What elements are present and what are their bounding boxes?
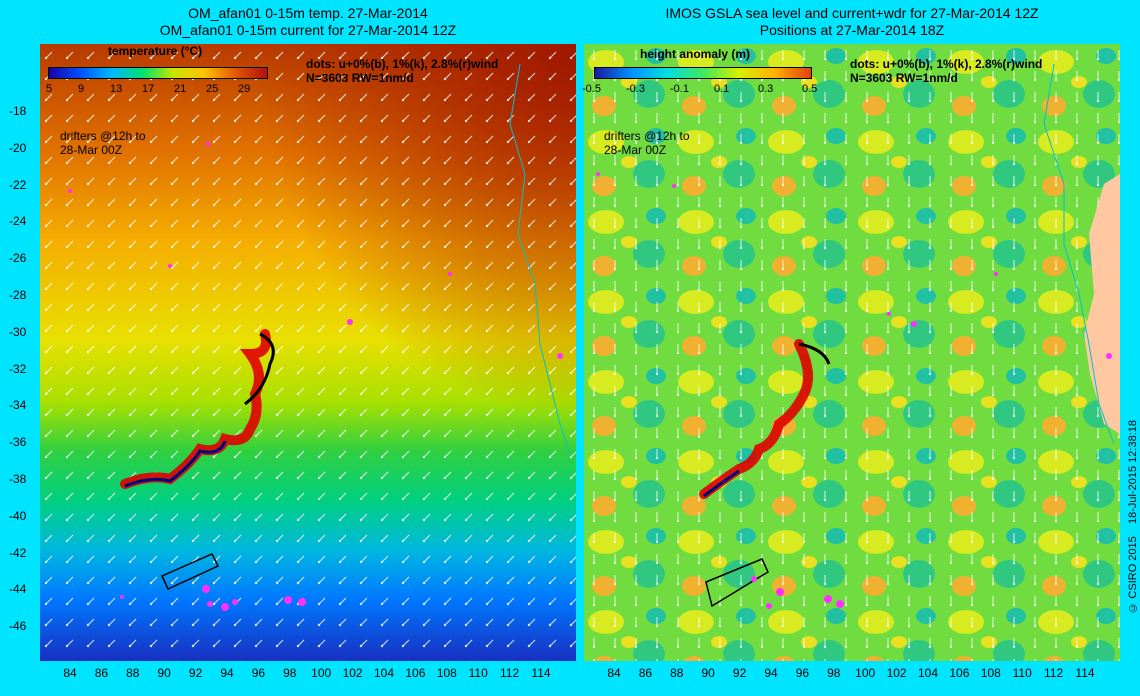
right-lon-tick-label: 100 <box>855 666 876 680</box>
lat-tick-label: -36 <box>9 435 27 450</box>
right-lon-tick-label: 112 <box>1044 666 1064 680</box>
left-lon-tick-label: 108 <box>436 666 457 680</box>
lat-tick-label: -44 <box>9 582 27 597</box>
right-lon-tick-label: 84 <box>607 666 621 680</box>
right-title: IMOS GSLA sea level and current+wdr for … <box>584 5 1120 39</box>
left-colorbar-tick: 9 <box>78 83 85 95</box>
right-dots-note-line2: N=3603 RW=1nm/d <box>850 71 958 85</box>
right-drifters-line2: 28-Mar 00Z <box>604 143 667 157</box>
left-lon-tick-label: 96 <box>251 666 266 680</box>
left-lon-tick-label: 102 <box>342 666 363 680</box>
left-drifters-line2: 28-Mar 00Z <box>60 143 123 157</box>
left-colorbar-tick: 5 <box>46 83 53 95</box>
lat-tick-label: -18 <box>9 104 27 118</box>
drifter-track-right <box>699 339 813 499</box>
left-lon-tick-label: 86 <box>94 666 109 680</box>
right-lon-tick-label: 98 <box>827 666 841 680</box>
left-lon-tick-label: 104 <box>373 666 395 680</box>
left-colorbar-label: temperature (°C) <box>108 44 203 58</box>
right-colorbar-tick: 0.1 <box>714 83 730 95</box>
right-colorbar <box>594 67 812 79</box>
lat-tick-label: -40 <box>9 508 27 523</box>
lat-tick-label: -42 <box>9 545 27 560</box>
left-colorbar-tick: 21 <box>174 83 187 95</box>
right-drifters-note: drifters @12h to 28-Mar 00Z <box>604 129 690 157</box>
right-drifters-line1: drifters @12h to <box>604 129 690 143</box>
right-colorbar-tick: -0.1 <box>670 83 689 95</box>
search-box-right <box>705 558 769 608</box>
right-lon-tick-label: 86 <box>638 666 653 680</box>
right-map-sea-level <box>584 44 1120 661</box>
right-lon-tick-label: 90 <box>701 666 715 680</box>
left-lon-tick-label: 84 <box>63 666 77 680</box>
right-lon-tick-label: 94 <box>764 666 778 680</box>
right-title-line1: IMOS GSLA sea level and current+wdr for … <box>665 5 1039 21</box>
right-lon-tick-label: 108 <box>980 666 1001 680</box>
right-lon-tick-label: 92 <box>732 666 747 680</box>
drifter-dot <box>202 585 210 593</box>
left-colorbar-tick: 29 <box>238 83 251 95</box>
right-lon-tick-label: 104 <box>917 666 939 680</box>
lat-tick-label: -38 <box>9 472 27 486</box>
right-lon-tick-label: 102 <box>886 666 907 680</box>
left-drifters-line1: drifters @12h to <box>60 129 146 143</box>
left-drifters-note: drifters @12h to 28-Mar 00Z <box>60 129 146 157</box>
left-dots-note-line1: dots: u+0%(b), 1%(k), 2.8%(r)wind <box>306 57 499 71</box>
left-lon-tick-label: 98 <box>283 666 297 680</box>
left-lon-tick-label: 90 <box>157 666 171 680</box>
left-lon-tick-label: 112 <box>500 666 520 680</box>
left-colorbar-tick: 25 <box>206 83 219 95</box>
left-map-temperature <box>40 44 576 661</box>
lat-tick-label: -20 <box>9 140 27 155</box>
right-lon-tick-label: 114 <box>1075 666 1095 680</box>
current-vectors <box>584 44 1120 661</box>
left-lon-tick-label: 88 <box>126 666 140 680</box>
right-lon-tick-label: 96 <box>795 666 810 680</box>
right-lon-tick-label: 106 <box>949 666 970 680</box>
left-lon-tick-label: 100 <box>311 666 332 680</box>
right-colorbar-tick: 0.5 <box>802 83 818 95</box>
left-lon-tick-label: 92 <box>188 666 203 680</box>
left-lon-tick-label: 110 <box>468 666 488 680</box>
right-colorbar-tick: -0.3 <box>626 83 645 95</box>
left-colorbar-tick: 17 <box>142 83 155 95</box>
coastline <box>509 63 571 455</box>
left-lon-tick-label: 106 <box>405 666 426 680</box>
lat-tick-label: -46 <box>9 619 27 634</box>
right-dots-note: dots: u+0%(b), 1%(k), 2.8%(r)wind N=3603… <box>850 57 1042 85</box>
copyright-credit: © CSIRO 2015 18-Jul-2015 12:38:18 <box>1127 420 1139 614</box>
right-title-line2: Positions at 27-Mar-2014 18Z <box>759 22 945 38</box>
left-title: OM_afan01 0-15m temp. 27-Mar-2014 OM_afa… <box>40 5 576 39</box>
current-vectors <box>40 44 576 661</box>
right-lon-tick-label: 88 <box>670 666 684 680</box>
lat-tick-label: -32 <box>9 361 27 376</box>
lat-tick-label: -22 <box>9 177 27 192</box>
lat-tick-label: -24 <box>9 214 27 229</box>
left-dots-note: dots: u+0%(b), 1%(k), 2.8%(r)wind N=3603… <box>306 57 498 85</box>
lat-tick-label: -26 <box>9 251 27 266</box>
drifter-dot <box>751 576 757 582</box>
drifter-track-left <box>120 329 271 489</box>
right-dots-note-line1: dots: u+0%(b), 1%(k), 2.8%(r)wind <box>850 57 1043 71</box>
left-lon-tick-label: 94 <box>220 666 234 680</box>
right-lon-tick-label: 110 <box>1012 666 1032 680</box>
coastline <box>1043 63 1115 445</box>
left-colorbar <box>48 67 268 79</box>
left-dots-note-line2: N=3603 RW=1nm/d <box>306 71 414 85</box>
left-colorbar-tick: 13 <box>110 83 123 95</box>
lat-tick-label: -28 <box>9 288 27 302</box>
right-colorbar-tick: -0.5 <box>582 83 601 95</box>
left-lon-tick-label: 114 <box>531 666 551 680</box>
left-title-line1: OM_afan01 0-15m temp. 27-Mar-2014 <box>188 5 428 21</box>
right-colorbar-tick: 0.3 <box>758 83 774 95</box>
right-colorbar-label: height anomaly (m) <box>640 47 751 61</box>
search-box-left <box>160 553 220 590</box>
lat-tick-label: -34 <box>9 398 27 413</box>
left-title-line2: OM_afan01 0-15m current for 27-Mar-2014 … <box>159 22 457 38</box>
lat-tick-label: -30 <box>9 324 27 339</box>
